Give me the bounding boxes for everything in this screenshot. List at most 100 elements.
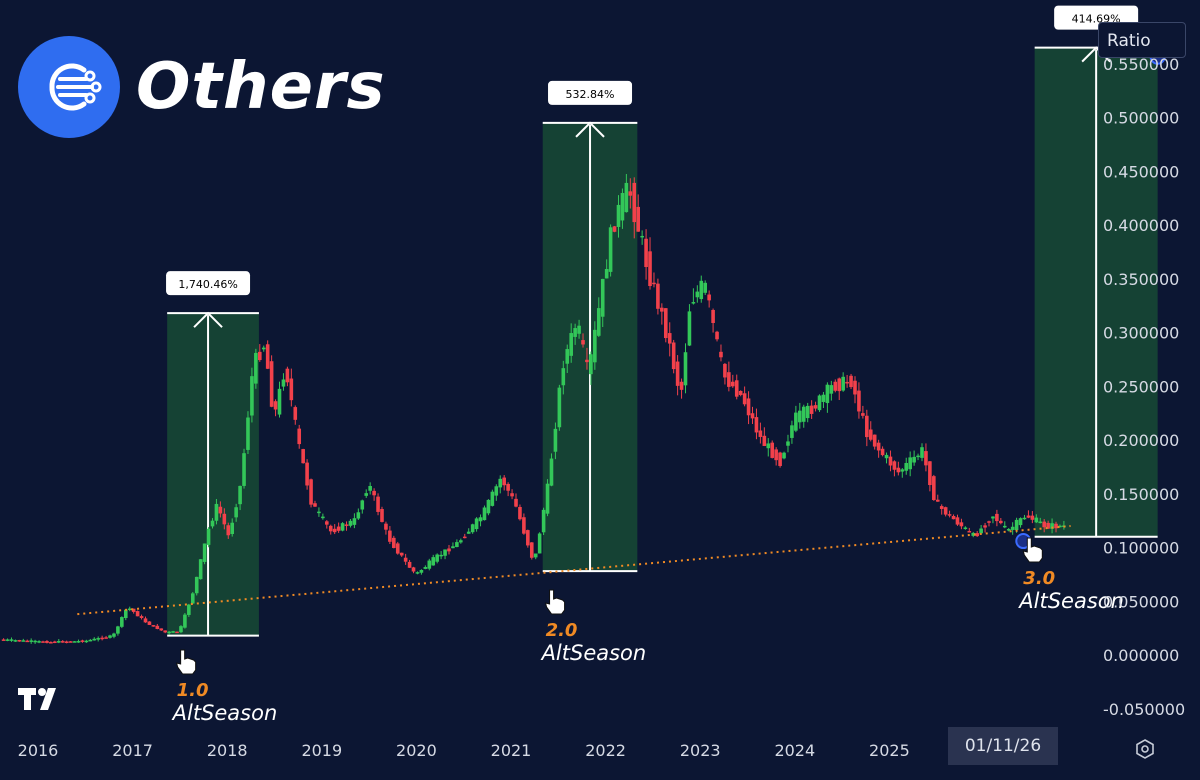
- candle-body: [289, 378, 294, 401]
- candle-body: [155, 625, 160, 629]
- candle-body: [100, 637, 104, 640]
- candle-body: [782, 452, 786, 459]
- y-tick-label: 0.500000: [1103, 109, 1179, 128]
- candle-body: [861, 413, 865, 416]
- candle-body: [1034, 517, 1039, 523]
- candle-body: [932, 476, 936, 501]
- candle-body: [1054, 523, 1058, 529]
- candle-body: [707, 294, 711, 301]
- candle-body: [648, 251, 652, 287]
- candle-body: [37, 641, 41, 643]
- candle-body: [427, 560, 432, 569]
- candle-body: [604, 269, 609, 279]
- candle-body: [837, 378, 842, 392]
- candle-body: [1006, 529, 1011, 531]
- candle-body: [522, 517, 526, 534]
- candle-body: [963, 527, 968, 530]
- candle-body: [313, 503, 317, 507]
- candle-body: [667, 333, 672, 344]
- candle-body: [778, 452, 782, 466]
- candle-body: [892, 461, 897, 470]
- x-tick-label: 2018: [207, 741, 248, 760]
- settings-icon[interactable]: [1134, 738, 1156, 764]
- candle-body: [167, 631, 171, 634]
- candle-body: [951, 516, 956, 520]
- candle-body: [916, 455, 920, 458]
- candle-body: [68, 641, 73, 643]
- candle-body: [293, 407, 298, 420]
- candle-body: [104, 637, 108, 639]
- candle-body: [265, 344, 270, 369]
- candle-body: [25, 640, 30, 643]
- candle-body: [644, 238, 648, 268]
- rally-arrowhead: [575, 121, 605, 138]
- candle-body: [541, 509, 546, 533]
- candle-body: [715, 331, 719, 340]
- x-tick-label: 2016: [18, 741, 59, 760]
- candle-body: [691, 302, 696, 304]
- candle-body: [53, 641, 57, 644]
- hand-pointer-icon: [1022, 537, 1043, 563]
- candle-body: [455, 542, 459, 548]
- candle-body: [506, 483, 510, 491]
- candle-body: [41, 641, 45, 643]
- candle-body: [935, 499, 940, 502]
- rally-label-box: [548, 80, 633, 105]
- candle-body: [624, 182, 629, 213]
- candle-body: [368, 486, 372, 491]
- candle-body: [687, 311, 692, 346]
- candle-body: [663, 308, 668, 339]
- candle-body: [616, 204, 621, 227]
- candle-body: [230, 522, 235, 535]
- candle-body: [269, 361, 274, 407]
- rally-label: 1,740.46%: [178, 278, 237, 291]
- candle-body: [790, 425, 794, 438]
- candle-body: [900, 469, 905, 472]
- candle-body: [64, 641, 69, 643]
- candle-body: [703, 282, 708, 293]
- candle-body: [72, 641, 77, 643]
- scale-ratio-button[interactable]: Ratio: [1098, 22, 1186, 58]
- candle-body: [112, 633, 116, 637]
- candle-body: [888, 456, 893, 466]
- candle-body: [999, 520, 1003, 524]
- candle-body: [344, 524, 349, 526]
- candle-body: [545, 483, 550, 514]
- candle-body: [518, 506, 522, 520]
- candle-body: [9, 639, 14, 641]
- candle-body: [896, 467, 901, 473]
- candle-body: [360, 500, 365, 510]
- candle-body: [730, 381, 735, 387]
- candle-body: [600, 278, 605, 317]
- y-tick-label: 0.150000: [1103, 485, 1179, 504]
- candle-body: [139, 616, 144, 618]
- candle-body: [695, 291, 700, 298]
- candle-body: [131, 608, 136, 612]
- altseason-label: AltSeason: [171, 701, 278, 725]
- candle-body: [187, 604, 191, 615]
- candle-body: [206, 528, 211, 545]
- candle-body: [750, 413, 755, 419]
- candle-body: [593, 329, 597, 363]
- candle-body: [991, 516, 995, 519]
- candle-body: [411, 567, 416, 572]
- candle-body: [49, 642, 53, 644]
- candle-body: [147, 621, 152, 625]
- candle-body: [33, 640, 37, 643]
- candle-body: [242, 453, 246, 486]
- candle-body: [727, 372, 731, 387]
- candle-body: [581, 340, 585, 345]
- candle-body: [395, 543, 400, 554]
- candle-body: [533, 553, 538, 558]
- candle-body: [876, 442, 881, 451]
- x-tick-label: 2025: [869, 741, 910, 760]
- candle-body: [660, 307, 664, 312]
- candle-body: [723, 363, 727, 378]
- candle-body: [675, 361, 680, 386]
- candle-body: [746, 398, 751, 416]
- candle-body: [1026, 515, 1031, 518]
- candle-body: [277, 388, 282, 415]
- candle-body: [975, 533, 979, 537]
